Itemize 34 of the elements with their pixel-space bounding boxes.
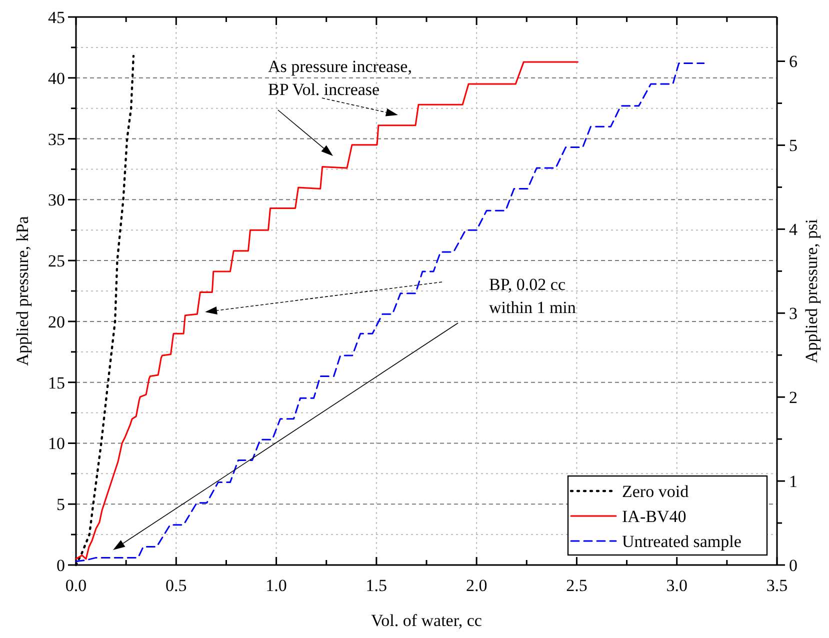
x-tick-label: 2.5 — [566, 576, 588, 595]
y2-tick-label: 2 — [789, 388, 798, 408]
x-tick-label: 1.5 — [366, 576, 388, 595]
y-axis-title: Applied pressure, kPa — [13, 216, 32, 366]
y-tick-label: 35 — [48, 130, 65, 149]
y-tick-label: 20 — [48, 312, 65, 332]
x-tick-label: 1.0 — [266, 576, 287, 595]
x-tick-label: 3.0 — [666, 576, 688, 595]
annotation: As pressure increase, BP Vol. increase — [268, 57, 412, 99]
y2-axis-title: Applied pressure, psi — [802, 218, 821, 364]
x-tick-label: 0.5 — [166, 576, 187, 595]
legend-label: Zero void — [622, 482, 690, 501]
line-series — [75, 61, 578, 560]
y-tick-label: 30 — [48, 190, 65, 210]
x-tick-label: 2.0 — [466, 576, 488, 595]
legend-label: IA-BV40 — [622, 507, 686, 526]
y-tick-label: 10 — [48, 434, 65, 454]
x-tick-label: 0.0 — [65, 576, 87, 595]
y2-tick-label: 4 — [789, 220, 798, 240]
y-tick-label: 15 — [48, 373, 65, 392]
x-axis-title: Vol. of water, cc — [371, 611, 482, 630]
y2-tick-label: 3 — [789, 304, 798, 324]
y-tick-label: 5 — [56, 495, 65, 514]
y2-tick-label: 5 — [789, 136, 798, 156]
y2-tick-label: 1 — [789, 472, 798, 492]
y2-tick-label: 0 — [789, 556, 798, 575]
legend-label: Untreated sample — [622, 532, 742, 551]
x-tick-label: 3.5 — [766, 576, 788, 595]
y-tick-label: 25 — [48, 252, 65, 271]
annotation: BP, 0.02 cc within 1 min — [489, 275, 576, 317]
y2-tick-label: 6 — [789, 52, 798, 72]
y-tick-label: 0 — [56, 556, 65, 575]
y-tick-label: 40 — [48, 68, 65, 88]
y-tick-label: 45 — [48, 8, 65, 27]
